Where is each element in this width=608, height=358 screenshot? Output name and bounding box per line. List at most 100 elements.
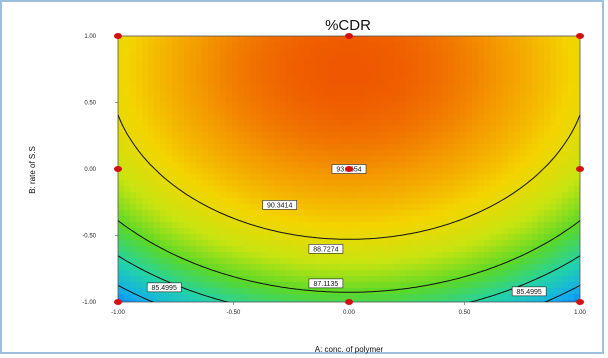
surface-cell (226, 234, 233, 241)
surface-cell (226, 78, 233, 85)
surface-cell (538, 48, 545, 55)
surface-cell (322, 252, 329, 259)
design-point (576, 299, 584, 305)
surface-cell (268, 144, 275, 151)
surface-cell (388, 252, 395, 259)
surface-cell (364, 246, 371, 253)
surface-cell (322, 114, 329, 121)
surface-cell (562, 288, 569, 295)
surface-cell (274, 222, 281, 229)
surface-cell (502, 84, 509, 91)
surface-cell (304, 36, 311, 43)
surface-cell (484, 84, 491, 91)
surface-cell (556, 96, 563, 103)
surface-cell (376, 144, 383, 151)
surface-cell (310, 72, 317, 79)
surface-cell (544, 264, 551, 271)
surface-cell (148, 234, 155, 241)
surface-cell (568, 186, 575, 193)
surface-cell (190, 54, 197, 61)
surface-cell (424, 120, 431, 127)
surface-cell (268, 162, 275, 169)
surface-cell (226, 282, 233, 289)
surface-cell (232, 198, 239, 205)
surface-cell (256, 132, 263, 139)
surface-cell (424, 150, 431, 157)
surface-cell (268, 54, 275, 61)
surface-cell (568, 72, 575, 79)
surface-cell (346, 186, 353, 193)
surface-cell (136, 246, 143, 253)
surface-cell (520, 234, 527, 241)
surface-cell (304, 180, 311, 187)
surface-cell (262, 246, 269, 253)
surface-cell (118, 90, 125, 97)
surface-cell (454, 222, 461, 229)
surface-cell (388, 120, 395, 127)
surface-cell (196, 300, 203, 302)
surface-cell (118, 192, 125, 199)
surface-cell (286, 72, 293, 79)
surface-cell (412, 126, 419, 133)
surface-cell (556, 78, 563, 85)
surface-cell (202, 228, 209, 235)
surface-cell (184, 102, 191, 109)
surface-cell (190, 228, 197, 235)
surface-cell (184, 84, 191, 91)
surface-cell (154, 42, 161, 49)
surface-cell (454, 192, 461, 199)
surface-cell (520, 108, 527, 115)
surface-cell (466, 120, 473, 127)
surface-cell (430, 60, 437, 67)
surface-cell (460, 54, 467, 61)
surface-cell (190, 144, 197, 151)
surface-cell (268, 96, 275, 103)
surface-cell (142, 264, 149, 271)
surface-cell (196, 264, 203, 271)
surface-cell (382, 168, 389, 175)
surface-cell (238, 60, 245, 67)
surface-cell (400, 84, 407, 91)
surface-cell (376, 216, 383, 223)
surface-cell (280, 252, 287, 259)
surface-cell (286, 78, 293, 85)
surface-cell (214, 156, 221, 163)
surface-cell (208, 276, 215, 283)
surface-cell (220, 222, 227, 229)
surface-cell (442, 258, 449, 265)
surface-cell (478, 210, 485, 217)
surface-cell (442, 72, 449, 79)
surface-cell (166, 234, 173, 241)
surface-cell (202, 216, 209, 223)
surface-cell (220, 90, 227, 97)
surface-cell (412, 282, 419, 289)
surface-cell (136, 210, 143, 217)
surface-cell (184, 120, 191, 127)
surface-cell (472, 108, 479, 115)
surface-cell (226, 84, 233, 91)
surface-cell (472, 228, 479, 235)
surface-cell (118, 60, 125, 67)
surface-cell (166, 198, 173, 205)
surface-cell (220, 48, 227, 55)
surface-cell (526, 114, 533, 121)
surface-cell (454, 150, 461, 157)
surface-cell (466, 54, 473, 61)
surface-cell (178, 60, 185, 67)
surface-cell (202, 126, 209, 133)
surface-cell (316, 60, 323, 67)
surface-cell (460, 234, 467, 241)
surface-cell (466, 102, 473, 109)
surface-cell (538, 210, 545, 217)
surface-cell (406, 258, 413, 265)
surface-cell (442, 186, 449, 193)
surface-cell (544, 36, 551, 43)
surface-cell (250, 54, 257, 61)
surface-cell (364, 78, 371, 85)
surface-cell (130, 294, 137, 301)
surface-cell (160, 42, 167, 49)
surface-cell (262, 108, 269, 115)
surface-cell (136, 48, 143, 55)
surface-cell (388, 72, 395, 79)
surface-cell (178, 258, 185, 265)
